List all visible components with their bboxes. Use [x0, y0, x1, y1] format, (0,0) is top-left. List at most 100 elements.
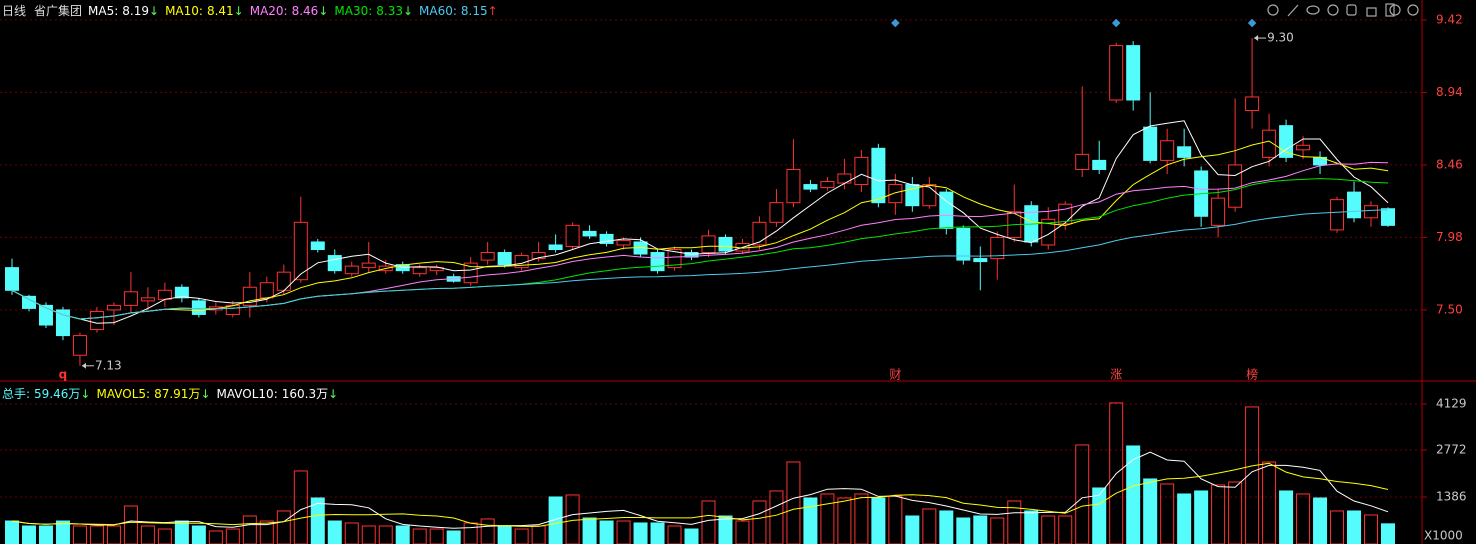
delete-icon[interactable] [1385, 3, 1395, 17]
candle-body [1245, 96, 1260, 112]
candle-body [1160, 140, 1175, 161]
volume-bar [208, 530, 223, 544]
volume-bar [582, 517, 597, 544]
y-tick-label: 9.42 [1436, 12, 1463, 26]
settings-icon[interactable] [1267, 4, 1279, 16]
candle-body [1279, 125, 1294, 158]
volume-bar [242, 515, 257, 544]
candle-body [123, 291, 138, 306]
candle-body [1126, 45, 1141, 101]
candle-body [616, 239, 631, 246]
view-icon[interactable] [1306, 5, 1320, 15]
volume-bar [1279, 490, 1294, 544]
volume-bar [157, 528, 172, 544]
event-label: 涨 [1110, 367, 1122, 382]
volume-bar [1109, 402, 1124, 544]
candle-body [1364, 205, 1379, 219]
volume-bar [327, 520, 342, 544]
lock-icon[interactable] [1366, 7, 1377, 17]
volume-bar [650, 522, 665, 544]
draw-icon[interactable] [1287, 4, 1299, 17]
volume-bar [21, 525, 36, 544]
volume-bar [990, 517, 1005, 544]
candle-body [344, 265, 359, 275]
candle-body [786, 168, 801, 204]
zoom-out-icon[interactable] [1407, 4, 1419, 16]
ma-value: 8.46 [291, 4, 319, 18]
volume-bar [72, 525, 87, 544]
candle-body [650, 252, 665, 272]
volume-bar [259, 520, 274, 544]
candle-body [89, 310, 104, 331]
toolbar-icons [1267, 3, 1419, 17]
vol-arrow: ↓ [80, 387, 91, 401]
vol-value: 160.3万 [281, 387, 329, 401]
volume-bar [718, 515, 733, 544]
info-icon[interactable] [1327, 4, 1339, 16]
candle-body [803, 184, 818, 190]
volume-bar [38, 525, 53, 544]
extreme-arrowhead [1254, 35, 1259, 42]
candle-body [990, 236, 1005, 260]
volume-bar [616, 520, 631, 544]
volume-bar [803, 497, 818, 544]
candle-body [327, 255, 342, 272]
extreme-label: 7.13 [95, 358, 122, 372]
candle-body [293, 221, 308, 281]
volume-bar [344, 522, 359, 544]
zoom-in-icon[interactable] [1389, 4, 1401, 16]
y-tick-label: 2772 [1436, 443, 1467, 457]
candle-body [973, 258, 988, 263]
candle-body [276, 271, 291, 291]
volume-bar [1058, 515, 1073, 544]
candle-body [1092, 159, 1107, 170]
volume-bar [1330, 510, 1345, 544]
candle-body [582, 230, 597, 237]
volume-bar [956, 517, 971, 544]
candle-body [21, 295, 36, 309]
ma-line [11, 178, 1389, 320]
candle-body [412, 267, 427, 275]
candle-body [463, 262, 478, 284]
mavol-line [11, 462, 1389, 527]
y-tick-label: 7.50 [1436, 302, 1463, 316]
ma-arrow: ↓ [149, 4, 160, 18]
mavol-line [11, 451, 1389, 529]
candle-body [259, 282, 274, 299]
candle-body [55, 309, 70, 337]
candle-body [242, 286, 257, 306]
candle-body [429, 267, 444, 272]
volume-bar [5, 520, 19, 544]
candle-body [1296, 144, 1311, 151]
ma-label: MA10: [165, 4, 203, 18]
ma-arrow: ↓ [318, 4, 329, 18]
ma-line [11, 161, 1389, 320]
candle-body [174, 286, 189, 299]
volume-bar [1296, 493, 1311, 544]
hand-icon[interactable] [1346, 4, 1357, 16]
volume-bar [565, 494, 580, 544]
candle-body [1211, 197, 1226, 226]
volume-bar [1177, 493, 1192, 544]
volume-bar [1245, 406, 1260, 544]
ma-arrow: ↓ [402, 4, 414, 18]
volume-bar [446, 530, 461, 544]
vol-value: 59.46万 [34, 387, 81, 401]
candle-body [548, 244, 563, 251]
volume-bar [769, 490, 784, 544]
candle-body [5, 267, 19, 291]
volume-bar [497, 525, 512, 544]
volume-header: 总手: 59.46万↓ MAVOL5: 87.91万↓ MAVOL10: 160.3万↓ [2, 385, 344, 402]
vol-arrow: ↓ [200, 387, 211, 401]
candle-body [1347, 191, 1362, 219]
volume-bar [1160, 483, 1175, 544]
volume-bar [820, 493, 835, 544]
volume-bar [1126, 445, 1141, 544]
y-tick-label: 8.94 [1436, 85, 1463, 99]
volume-bar [1041, 515, 1056, 544]
volume-bar [1364, 514, 1379, 544]
candle-body [1228, 164, 1243, 208]
y-tick-label: 8.46 [1436, 157, 1463, 171]
volume-bar [1075, 444, 1090, 544]
ma-label: MA30: [334, 4, 373, 18]
